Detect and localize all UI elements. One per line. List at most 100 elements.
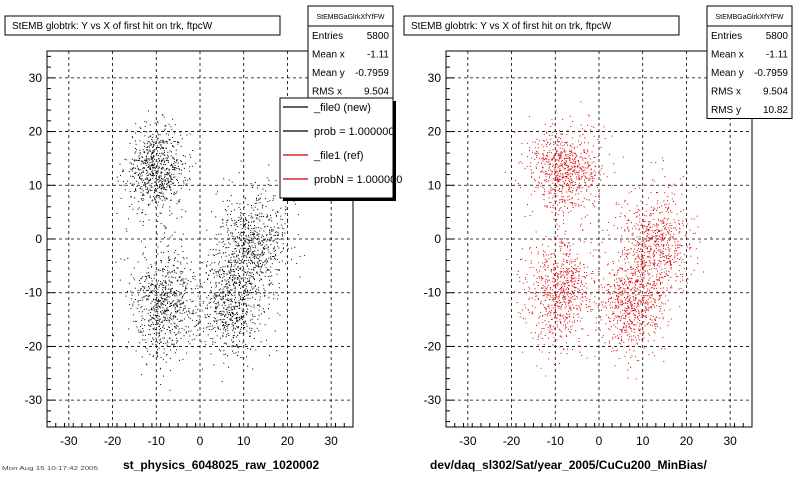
data-point xyxy=(176,310,178,312)
data-point xyxy=(560,207,562,209)
data-point xyxy=(149,174,151,175)
data-point xyxy=(242,333,244,334)
data-point xyxy=(215,234,217,236)
data-point xyxy=(222,324,224,326)
data-point xyxy=(116,176,118,178)
data-point xyxy=(220,274,222,275)
data-point xyxy=(227,214,229,216)
data-point xyxy=(516,274,518,275)
data-point xyxy=(559,178,561,180)
data-point xyxy=(645,295,647,297)
data-point xyxy=(161,161,163,163)
data-point xyxy=(257,304,258,306)
data-point xyxy=(594,296,596,298)
data-point xyxy=(264,324,266,326)
data-point xyxy=(174,294,176,296)
data-point xyxy=(576,308,578,309)
data-point xyxy=(504,171,506,173)
data-point xyxy=(269,275,271,277)
data-point xyxy=(557,166,559,168)
data-point xyxy=(546,144,547,145)
data-point xyxy=(151,317,153,319)
data-point xyxy=(615,350,617,352)
data-point xyxy=(644,285,646,287)
data-point xyxy=(600,284,602,286)
data-point xyxy=(263,288,265,290)
data-point xyxy=(142,190,144,192)
data-point xyxy=(173,291,175,292)
data-point xyxy=(519,161,521,163)
data-point xyxy=(557,291,559,293)
data-point xyxy=(574,182,576,183)
data-point xyxy=(226,231,228,233)
data-point xyxy=(221,321,223,323)
data-point xyxy=(155,190,156,192)
data-point xyxy=(531,157,533,159)
data-point xyxy=(254,316,256,317)
data-point xyxy=(142,149,144,151)
data-point xyxy=(562,299,564,301)
data-point xyxy=(145,342,147,343)
data-point xyxy=(159,301,161,302)
data-point xyxy=(154,198,156,200)
data-point xyxy=(560,138,562,140)
data-point xyxy=(234,264,236,266)
data-point xyxy=(622,314,624,316)
data-point xyxy=(568,177,570,179)
data-point xyxy=(184,179,186,181)
data-point xyxy=(565,160,567,161)
data-point xyxy=(226,283,227,285)
data-point xyxy=(573,274,575,276)
data-point xyxy=(602,335,604,337)
data-point xyxy=(132,168,134,170)
data-point xyxy=(135,151,137,153)
data-point xyxy=(231,265,232,267)
data-point xyxy=(231,295,233,296)
data-point xyxy=(160,300,161,302)
data-point xyxy=(268,269,270,271)
data-point xyxy=(134,177,135,179)
data-point xyxy=(253,209,255,211)
data-point xyxy=(239,284,241,286)
data-point xyxy=(153,274,155,276)
data-point xyxy=(595,317,597,319)
data-point xyxy=(144,126,146,127)
data-point xyxy=(562,242,564,244)
data-point xyxy=(125,228,127,230)
data-point xyxy=(164,237,166,238)
data-point xyxy=(148,334,150,335)
data-point xyxy=(563,283,565,285)
data-point xyxy=(125,159,127,161)
data-point xyxy=(554,364,555,365)
data-point xyxy=(242,247,244,249)
data-point xyxy=(582,300,584,302)
data-point xyxy=(251,187,253,188)
data-point xyxy=(529,297,531,299)
data-point xyxy=(630,321,632,323)
data-point xyxy=(147,146,149,147)
data-point xyxy=(647,304,649,306)
data-point xyxy=(622,290,624,292)
data-point xyxy=(147,289,149,291)
data-point xyxy=(186,300,188,302)
data-point xyxy=(239,333,241,334)
data-point xyxy=(578,278,580,279)
data-point xyxy=(584,169,586,171)
data-point xyxy=(256,234,258,236)
data-point xyxy=(568,299,570,301)
data-point xyxy=(566,158,568,159)
data-point xyxy=(238,232,239,234)
data-point xyxy=(244,228,246,230)
data-point xyxy=(536,156,537,158)
data-point xyxy=(582,157,584,159)
data-point xyxy=(231,262,233,264)
data-point xyxy=(192,300,194,302)
data-point xyxy=(577,291,578,293)
data-point xyxy=(530,332,532,334)
data-point xyxy=(272,230,274,232)
data-point xyxy=(571,270,573,272)
data-point xyxy=(160,356,162,358)
data-point xyxy=(615,336,616,338)
data-point xyxy=(249,335,250,337)
data-point xyxy=(556,218,557,220)
